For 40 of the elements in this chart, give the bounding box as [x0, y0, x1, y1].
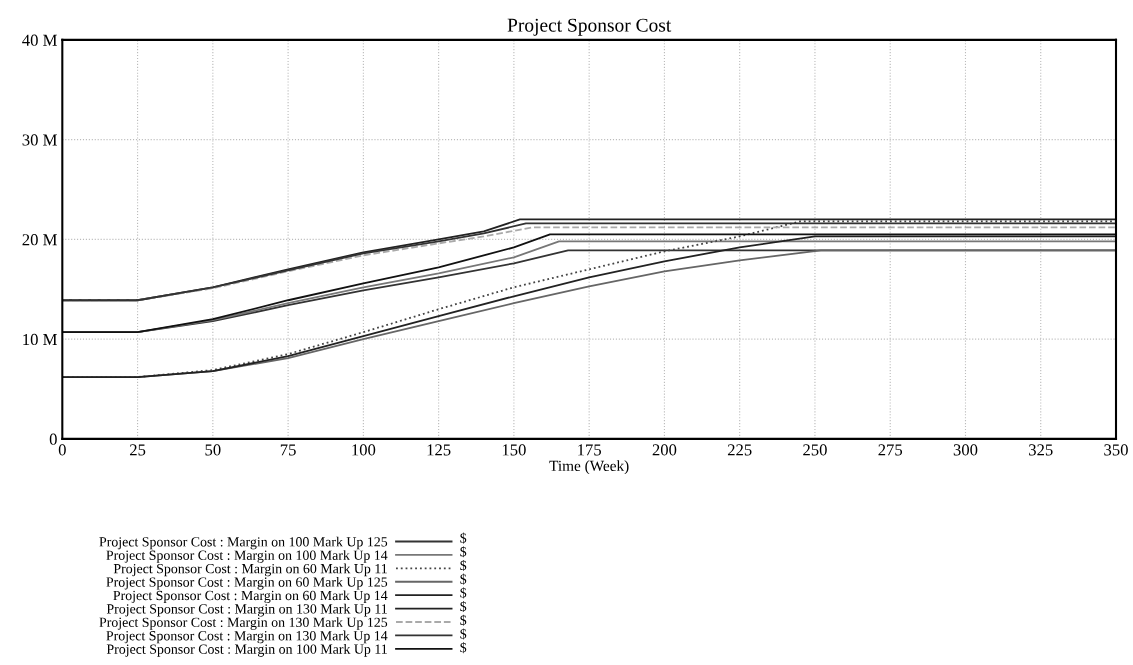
legend-label: Project Sponsor Cost : Margin on 130 Mark Up 11 — [106, 603, 387, 617]
legend-label: Project Sponsor Cost : Margin on 60 Mark Up 11 — [113, 563, 387, 577]
x-tick-label: 350 — [1104, 444, 1128, 456]
y-tick-label: 0 — [49, 433, 57, 445]
legend-label: Project Sponsor Cost : Margin on 60 Mark Up 125 — [106, 576, 388, 590]
legend-label: Project Sponsor Cost : Margin on 100 Mark Up 125 — [99, 536, 388, 550]
legend-label: Project Sponsor Cost : Margin on 130 Mark Up 14 — [106, 630, 388, 644]
legend-label: Project Sponsor Cost : Margin on 60 Mark Up 14 — [113, 590, 388, 604]
x-tick-label: 225 — [727, 444, 752, 456]
y-tick-label: 20 M — [22, 234, 57, 246]
text: $ — [460, 614, 467, 626]
text: $ — [460, 546, 467, 558]
x-tick-label: 325 — [1029, 444, 1053, 456]
x-tick-label: 125 — [427, 444, 451, 456]
y-tick-label: 10 M — [23, 333, 57, 346]
x-tick-label: 275 — [878, 444, 903, 456]
x-tick-label: 150 — [502, 444, 526, 456]
text: $ — [460, 587, 467, 599]
x-tick-label: 50 — [205, 444, 221, 456]
legend-label: Project Sponsor Cost : Margin on 100 Mark Up 14 — [106, 550, 388, 563]
y-tick-label: 30 M — [22, 134, 57, 146]
legend-label: Project Sponsor Cost : Margin on 130 Mark Up 125 — [99, 617, 388, 630]
chart-title: Project Sponsor Cost — [507, 18, 672, 36]
x-tick-label: 200 — [652, 444, 677, 456]
text: $ — [460, 628, 467, 640]
text: $ — [460, 573, 467, 585]
text: $ — [460, 532, 467, 544]
y-tick-label: 40 M — [22, 34, 57, 46]
x-tick-label: 175 — [578, 444, 602, 456]
legend-label: Project Sponsor Cost : Margin on 100 Mark Up 11 — [106, 644, 387, 657]
text: $ — [460, 642, 467, 654]
x-tick-label: 75 — [280, 444, 296, 456]
x-tick-label: 250 — [803, 444, 827, 456]
x-tick-label: 100 — [352, 444, 376, 456]
x-axis-title: Time (Week) — [549, 460, 629, 475]
x-tick-label: 300 — [953, 444, 978, 456]
x-tick-label: 25 — [129, 444, 146, 456]
x-tick-label: 0 — [58, 444, 66, 456]
text: $ — [460, 601, 467, 613]
text: $ — [460, 559, 467, 572]
